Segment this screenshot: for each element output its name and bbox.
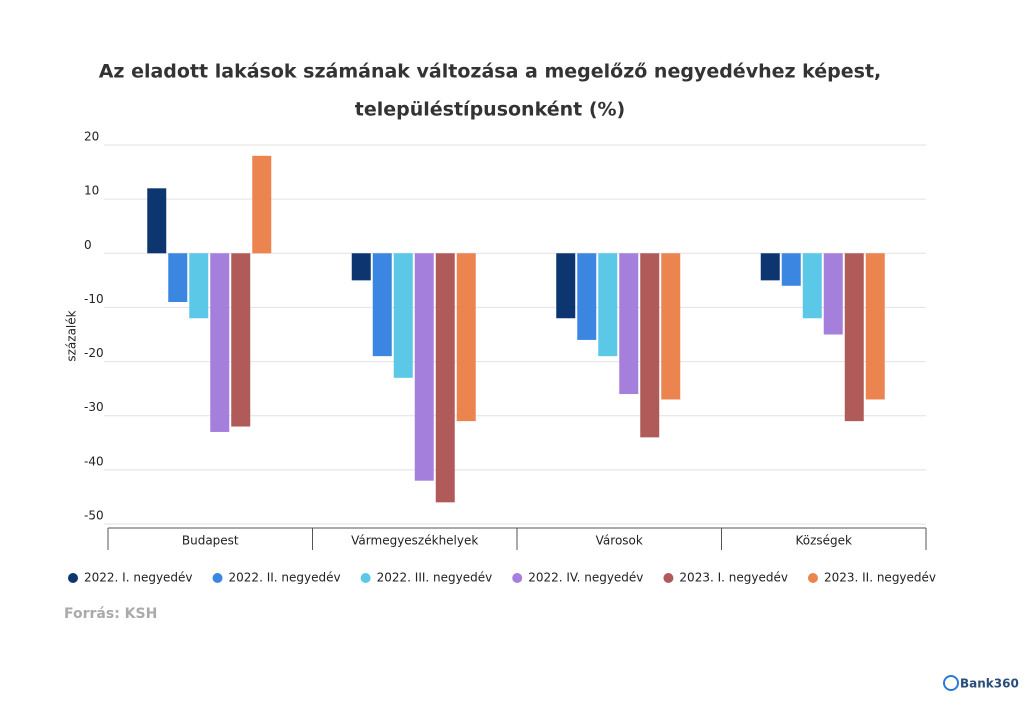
x-tick-label: Budapest xyxy=(182,534,239,548)
bar xyxy=(865,253,885,400)
legend-marker xyxy=(512,573,523,583)
y-tick-label: 0 xyxy=(84,238,92,252)
bar xyxy=(147,188,167,254)
bar xyxy=(577,253,597,340)
x-tick-label: Községek xyxy=(796,534,853,548)
legend-label: 2022. IV. negyedév xyxy=(528,571,643,585)
bar xyxy=(640,253,660,438)
bar xyxy=(844,253,864,422)
x-tick-label: Városok xyxy=(596,534,643,548)
legend-marker xyxy=(663,573,674,583)
bar xyxy=(231,253,251,427)
watermark: Bank360 xyxy=(960,677,1019,691)
legend-marker xyxy=(807,573,818,583)
legend-marker xyxy=(360,573,371,583)
y-tick-label: -50 xyxy=(84,509,104,523)
bar xyxy=(393,253,413,378)
legend-label: 2022. II. negyedév xyxy=(229,571,341,585)
bar xyxy=(661,253,681,400)
y-tick-label: 20 xyxy=(84,130,99,144)
y-tick-label: -40 xyxy=(84,454,104,468)
y-tick-label: -30 xyxy=(84,400,104,414)
bar xyxy=(435,253,455,503)
bar xyxy=(598,253,618,357)
bar xyxy=(456,253,476,422)
x-tick-label: Vármegyeszékhelyek xyxy=(351,534,478,548)
bar xyxy=(168,253,188,303)
bar xyxy=(802,253,822,319)
y-tick-label: 10 xyxy=(84,184,99,198)
bar xyxy=(760,253,780,281)
bar xyxy=(619,253,639,395)
legend-marker xyxy=(68,573,78,583)
bar xyxy=(556,253,576,319)
bar xyxy=(351,253,371,281)
y-axis-label: százalék xyxy=(65,310,79,361)
y-tick-label: -10 xyxy=(84,292,104,306)
chart-title: településtípusonként (%) xyxy=(355,99,625,121)
legend-label: 2022. I. negyedév xyxy=(84,571,193,585)
bar xyxy=(189,253,209,319)
bar xyxy=(372,253,392,357)
bar xyxy=(210,253,230,432)
chart-title: Az eladott lakások számának változása a … xyxy=(99,61,882,83)
source: Forrás: KSH xyxy=(64,606,157,622)
bar xyxy=(823,253,843,335)
bar xyxy=(414,253,434,481)
bar xyxy=(252,155,272,254)
legend-label: 2023. I. negyedév xyxy=(679,571,788,585)
legend-label: 2022. III. negyedév xyxy=(377,571,493,585)
bar xyxy=(781,253,801,286)
legend-label: 2023. II. negyedév xyxy=(824,571,936,585)
y-tick-label: -20 xyxy=(84,346,104,360)
legend-marker xyxy=(212,573,223,583)
logo-icon xyxy=(943,675,959,691)
